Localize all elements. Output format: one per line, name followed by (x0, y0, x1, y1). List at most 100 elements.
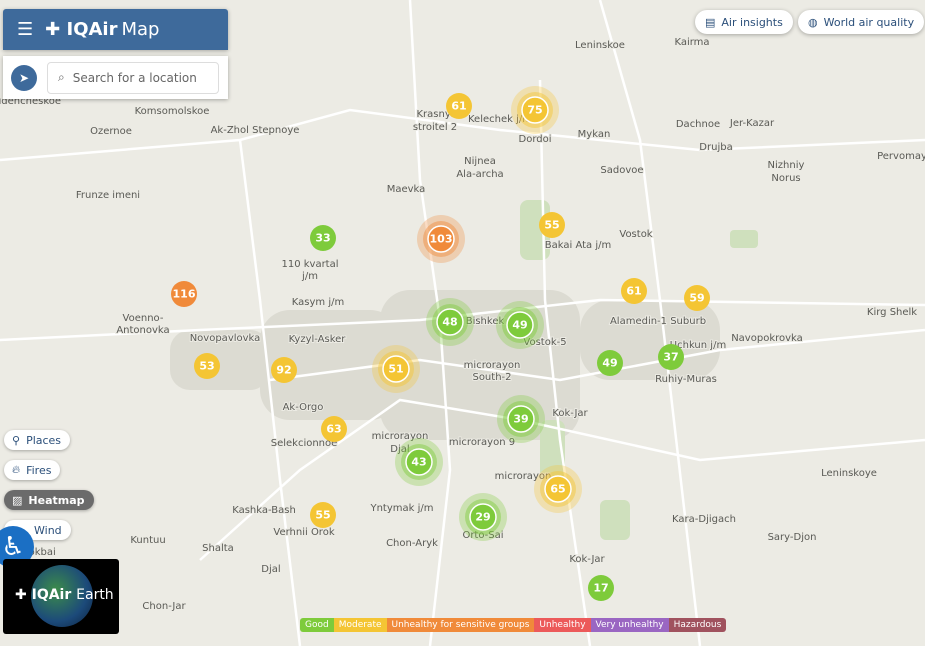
aqi-marker[interactable]: 61 (446, 93, 472, 119)
legend-item: Moderate (333, 618, 387, 632)
aqi-marker[interactable]: 53 (194, 353, 220, 379)
aqi-marker[interactable]: 103 (417, 215, 465, 263)
marker-dot (446, 93, 472, 119)
marker-dot (597, 350, 623, 376)
search-input[interactable]: ⌕ Search for a location (47, 61, 219, 94)
marker-dot (310, 225, 336, 251)
place-label: Voenno- (123, 313, 164, 324)
place-label: South-2 (472, 372, 511, 383)
marker-dot (405, 448, 433, 476)
place-label: Kara-Djigach (672, 514, 736, 525)
icon: 🔥︎ (12, 463, 21, 476)
aqi-marker[interactable]: 48 (426, 298, 474, 346)
legend-item: Very unhealthy (590, 618, 669, 632)
marker-value: 75 (527, 104, 542, 117)
earth-widget[interactable]: ✚ IQAir Earth (3, 559, 119, 634)
place-label: Bishkek (466, 316, 505, 327)
aqi-marker[interactable]: 49 (597, 350, 623, 376)
aqi-marker[interactable]: 39 (497, 395, 545, 443)
aqi-marker[interactable]: 33 (310, 225, 336, 251)
place-label: Novopavlovka (190, 333, 261, 344)
place-label: Uchkun j/m (670, 340, 726, 351)
locate-button[interactable]: ➤ (11, 64, 37, 91)
marker-value: 116 (173, 288, 196, 301)
marker-value: 61 (451, 100, 466, 113)
marker-value: 39 (513, 413, 528, 426)
aqi-marker[interactable]: 92 (271, 357, 297, 383)
marker-value: 43 (411, 456, 426, 469)
aqi-marker[interactable]: 55 (310, 502, 336, 528)
place-label: Alamedin-1 Suburb (610, 316, 706, 327)
marker-value: 49 (512, 319, 527, 332)
marker-value: 103 (430, 233, 453, 246)
product-name: Map (121, 19, 160, 40)
place-label: Kuntuu (130, 535, 165, 546)
aqi-marker[interactable]: 51 (372, 345, 420, 393)
world-air-quality-button[interactable]: ◍ World air quality (798, 10, 925, 34)
search-placeholder: Search for a location (72, 70, 197, 85)
places-toggle[interactable]: ⚲ Places (4, 430, 71, 450)
legend-item: Unhealthy for sensitive groups (386, 618, 535, 632)
marker-value: 61 (626, 285, 641, 298)
place-label: Djal (261, 564, 280, 575)
marker-dot (521, 96, 549, 124)
earth-label: Earth (76, 587, 114, 603)
marker-dot (658, 344, 684, 370)
aqi-marker[interactable]: 17 (588, 575, 614, 601)
marker-dot (310, 502, 336, 528)
place-label: 110 kvartal (281, 259, 338, 270)
legend-item: Unhealthy (534, 618, 591, 632)
air-insights-button[interactable]: ▤ Air insights (695, 10, 793, 34)
place-label: Orto-Sai (462, 530, 503, 541)
aqi-legend: Good Moderate Unhealthy for sensitive grou… (300, 618, 727, 632)
place-label: Dachnoe (676, 119, 720, 130)
aqi-marker[interactable]: 37 (658, 344, 684, 370)
place-label: Kirg Shelk (867, 307, 917, 318)
aqi-marker[interactable]: 59 (684, 285, 710, 311)
aqi-marker[interactable]: 29 (459, 493, 507, 541)
aqi-marker[interactable]: 49 (496, 301, 544, 349)
place-label: Kelechek j/m (468, 114, 532, 125)
marker-value: 92 (276, 364, 291, 377)
heatmap-toggle[interactable]: ▨ Heatmap (4, 490, 94, 510)
marker-dot (539, 212, 565, 238)
aqi-marker[interactable]: 116 (171, 281, 197, 307)
aqi-marker[interactable]: 63 (321, 416, 347, 442)
marker-value: 29 (475, 511, 490, 524)
toggle-label: Fires (26, 463, 52, 477)
place-label: Drujba (699, 142, 732, 153)
place-label: Sadovoe (600, 165, 643, 176)
legend-item: Good (300, 618, 334, 632)
marker-dot (544, 475, 572, 503)
marker-dot (506, 311, 534, 339)
header-bar: ☰ ✚ IQAir Map (3, 9, 228, 50)
place-label: Kyzyl-Asker (289, 334, 347, 345)
toggle-label: Heatmap (28, 493, 85, 507)
aqi-marker[interactable]: 65 (534, 465, 582, 513)
brand: ✚ IQAir (45, 19, 118, 40)
marker-value: 51 (388, 363, 403, 376)
place-label: Navopokrovka (731, 333, 803, 344)
place-label: Pervomay (877, 151, 925, 162)
fires-toggle[interactable]: 🔥︎ Fires (4, 460, 61, 480)
menu-button[interactable]: ☰ (17, 19, 34, 40)
place-label: Yntymak j/m (369, 503, 433, 514)
marker-dot (382, 355, 410, 383)
place-label: microrayon (495, 471, 552, 482)
aqi-marker[interactable]: 61 (621, 278, 647, 304)
place-label: Dordoi (519, 134, 552, 145)
aqi-marker[interactable]: 75 (511, 86, 559, 134)
place-label: Ak-Orgo (283, 402, 324, 413)
marker-dot (194, 353, 220, 379)
marker-dot (684, 285, 710, 311)
aqi-marker[interactable]: 55 (539, 212, 565, 238)
place-label: Chon-Jar (142, 601, 186, 612)
place-label: Kashka-Bash (232, 505, 296, 516)
place-label: microrayon (464, 360, 521, 371)
aqi-marker[interactable]: 43 (395, 438, 443, 486)
marker-dot (171, 281, 197, 307)
place-label: Norus (771, 173, 800, 184)
place-label: Ruhiy-Muras (655, 374, 717, 385)
